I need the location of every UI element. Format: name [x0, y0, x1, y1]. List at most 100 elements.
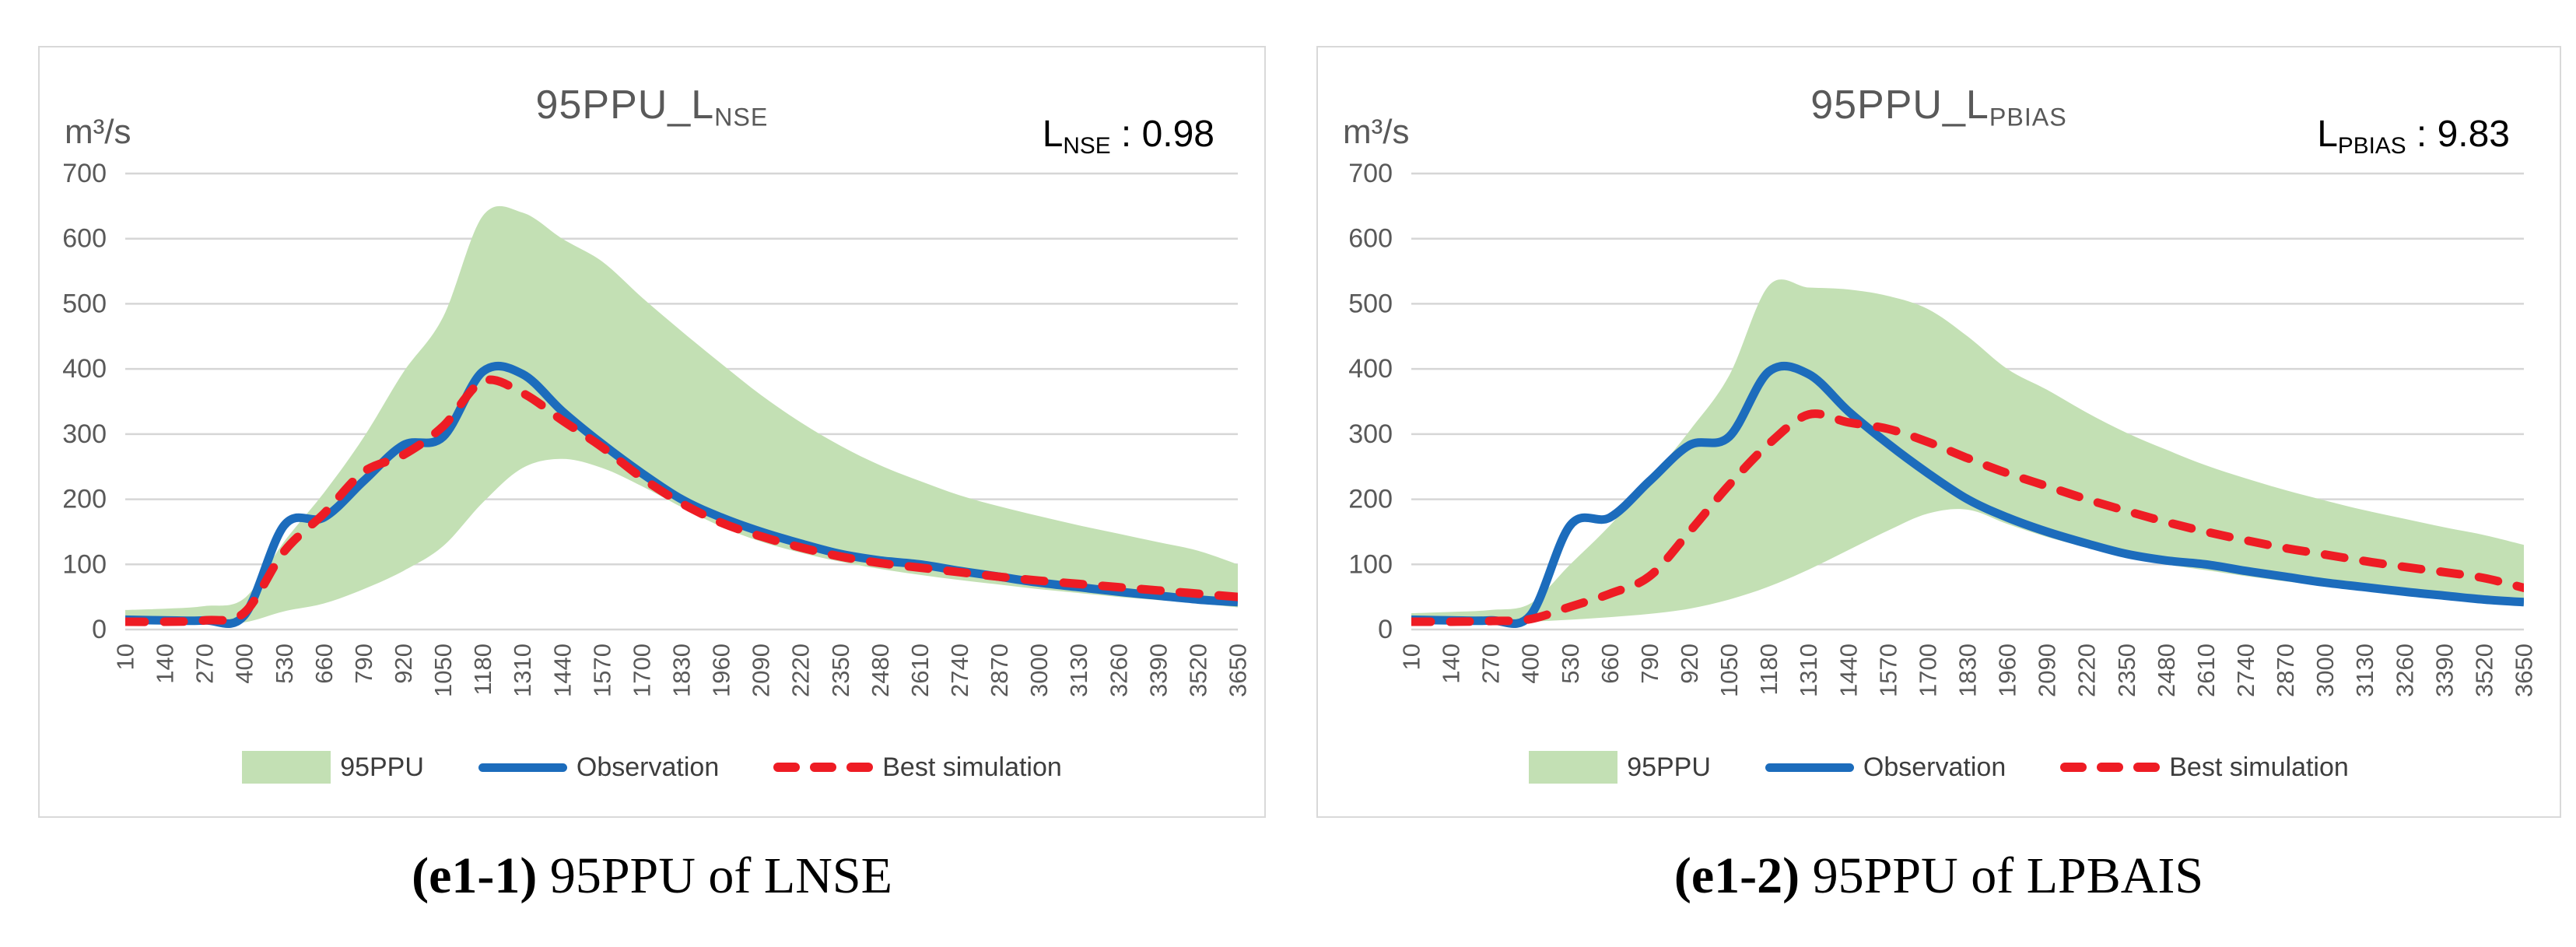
y-tick-label: 400	[1348, 354, 1393, 384]
x-tick-label: 2740	[946, 644, 973, 697]
x-tick-label: 920	[1676, 644, 1703, 684]
y-tick-label: 300	[1348, 419, 1393, 449]
y-tick-label: 200	[1348, 485, 1393, 514]
chart-title: 95PPU_LPBIAS	[1318, 82, 2560, 132]
chart-canvas: 0 100 200 300 400 500 600 700 10 140 270 400 530 660 7…	[62, 159, 1251, 697]
legend-item-95ppu: 95PPU	[242, 751, 424, 784]
chart-title-main: 95PPU_L	[535, 82, 715, 128]
x-tick-label: 1050	[1716, 644, 1743, 697]
x-tick-label: 140	[1438, 644, 1465, 684]
chart-title: 95PPU_LNSE	[40, 82, 1264, 132]
y-tick-label: 700	[1348, 159, 1393, 188]
legend-item-observation: Observation	[1765, 752, 2006, 783]
x-tick-label: 400	[231, 644, 258, 684]
legend-item-best-simulation: Best simulation	[773, 752, 1062, 783]
legend-item-observation: Observation	[478, 752, 719, 783]
x-tick-label: 1310	[1795, 644, 1822, 697]
caption-tag: (e1-1)	[412, 847, 538, 904]
metric-value: 9.83	[2437, 114, 2510, 155]
x-tick-label: 3130	[2351, 644, 2378, 697]
best-simulation-line	[1411, 409, 2524, 626]
y-tick-label: 0	[92, 615, 107, 644]
legend-label: Observation	[576, 752, 720, 782]
y-tick-label: 500	[62, 289, 107, 318]
x-tick-label: 530	[271, 644, 298, 684]
caption-text: 95PPU of LPBAIS	[1800, 847, 2204, 904]
x-tick-label: 400	[1517, 644, 1544, 684]
legend-item-best-simulation: Best simulation	[2060, 752, 2349, 783]
line-swatch-icon	[478, 763, 567, 772]
legend-label: 95PPU	[340, 752, 424, 782]
x-tick-label: 3390	[2431, 644, 2458, 697]
x-tick-label: 270	[191, 644, 219, 684]
y-tick-label: 300	[62, 419, 107, 449]
x-tick-label: 3650	[2511, 644, 2538, 697]
x-tick-label: 1440	[548, 644, 576, 697]
x-tick-label: 3520	[2470, 644, 2497, 697]
y-tick-label: 600	[62, 224, 107, 254]
y-tick-label: 100	[62, 549, 107, 579]
y-axis-unit: m³/s	[1343, 113, 1410, 151]
legend-label: Best simulation	[2169, 752, 2349, 782]
x-tick-label: 3000	[1025, 644, 1053, 697]
x-tick-label: 10	[1398, 644, 1425, 670]
x-tick-label: 2220	[787, 644, 815, 697]
observation-line	[1411, 361, 2524, 628]
legend-label: Observation	[1863, 752, 2006, 782]
x-tick-label: 660	[310, 644, 338, 684]
x-tick-label: 2610	[2192, 644, 2220, 697]
ppu-band	[1411, 279, 2524, 623]
y-tick-label: 0	[1378, 615, 1393, 644]
metric-subscript: NSE	[1063, 132, 1111, 159]
x-tick-label: 790	[350, 644, 377, 684]
metric-annotation: LPBIAS : 9.83	[2317, 113, 2510, 160]
caption-text: 95PPU of LNSE	[537, 847, 892, 904]
metric-separator: :	[2406, 114, 2438, 155]
caption-right: (e1-2) 95PPU of LPBAIS	[1316, 847, 2561, 906]
x-tick-label: 2480	[2153, 644, 2180, 697]
y-tick-label: 100	[1348, 549, 1393, 579]
x-tick-label: 1310	[509, 644, 536, 697]
x-tick-label: 2090	[2034, 644, 2061, 697]
band-swatch-icon	[242, 751, 331, 784]
x-tick-label: 2350	[2113, 644, 2140, 697]
x-tick-label: 10	[112, 644, 139, 670]
y-tick-label: 700	[62, 159, 107, 188]
y-tick-label: 500	[1348, 289, 1393, 318]
metric-base: L	[1042, 114, 1064, 155]
x-tick-label: 1830	[1954, 644, 1982, 697]
legend: 95PPU Observation Best simulation	[1318, 751, 2560, 784]
band-swatch-icon	[1529, 751, 1618, 784]
x-tick-label: 3390	[1144, 644, 1172, 697]
caption-tag: (e1-2)	[1674, 847, 1800, 904]
y-tick-label: 600	[1348, 224, 1393, 254]
x-tick-label: 1960	[708, 644, 735, 697]
metric-separator: :	[1110, 114, 1142, 155]
chart-title-subscript: PBIAS	[1989, 103, 2067, 132]
x-tick-label: 1700	[1914, 644, 1941, 697]
metric-value: 0.98	[1141, 114, 1214, 155]
x-tick-label: 1570	[588, 644, 615, 697]
metric-annotation: LNSE : 0.98	[1043, 113, 1214, 160]
x-tick-label: 2480	[867, 644, 894, 697]
chart-panel-lpbias: m³/s 95PPU_LPBIAS LPBIAS : 9.83 0 100 200 3…	[1316, 46, 2561, 818]
x-tick-label: 3130	[1065, 644, 1092, 697]
x-tick-label: 140	[152, 644, 179, 684]
ppu-band	[125, 205, 1238, 625]
legend-label: Best simulation	[882, 752, 1062, 782]
x-tick-label: 2610	[906, 644, 934, 697]
dash-swatch-icon	[2060, 763, 2161, 772]
x-tick-label: 660	[1596, 644, 1624, 684]
y-axis-unit: m³/s	[65, 113, 131, 151]
x-tick-label: 3000	[2311, 644, 2339, 697]
legend: 95PPU Observation Best simulation	[40, 751, 1264, 784]
x-tick-label: 1830	[668, 644, 696, 697]
chart-title-subscript: NSE	[714, 103, 769, 132]
y-tick-label: 400	[62, 354, 107, 384]
x-tick-label: 1180	[469, 644, 496, 696]
metric-subscript: PBIAS	[2337, 132, 2406, 159]
x-tick-label: 790	[1636, 644, 1663, 684]
x-tick-label: 1570	[1874, 644, 1901, 697]
x-tick-label: 2870	[2272, 644, 2299, 697]
